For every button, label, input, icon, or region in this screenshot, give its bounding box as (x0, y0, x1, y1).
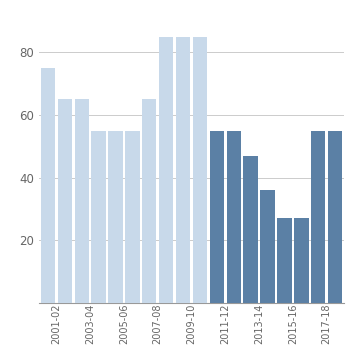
Bar (142, 99, 156, 302)
Bar (159, 37, 173, 302)
Bar (176, 37, 190, 302)
Bar (244, 156, 258, 302)
Bar (260, 190, 275, 302)
Bar (91, 131, 106, 302)
Bar (193, 37, 207, 302)
Bar (125, 131, 140, 302)
Bar (108, 131, 122, 302)
Bar (41, 68, 55, 302)
Bar (210, 131, 224, 302)
Bar (311, 131, 326, 302)
Bar (226, 131, 241, 302)
Bar (277, 218, 292, 302)
Bar (328, 131, 342, 302)
Bar (75, 99, 89, 302)
Bar (294, 218, 309, 302)
Bar (58, 99, 72, 302)
